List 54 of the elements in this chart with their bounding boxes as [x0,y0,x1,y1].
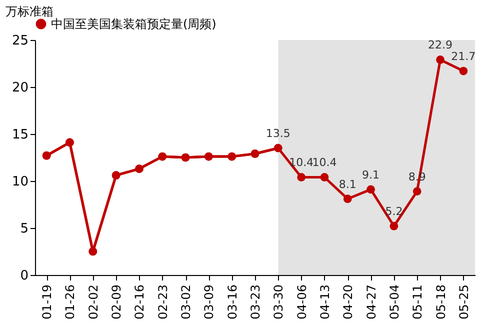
data-label: 10.4 [289,156,314,170]
x-tick-label: 04-27 [364,284,378,320]
data-label: 13.5 [266,127,290,140]
point [204,152,213,161]
x-tick-label: 02-09 [110,284,124,320]
x-tick-label: 05-18 [434,284,448,320]
x-tick-label: 04-06 [294,284,309,320]
point [135,164,144,173]
point [181,153,190,162]
point [88,247,98,256]
y-tick-label: 10 [12,174,28,190]
x-tick-label: 03-16 [225,284,240,320]
data-label: 21.7 [451,50,476,64]
point [228,152,236,161]
y-tick-label: 15 [12,128,28,142]
point [436,56,444,64]
point [42,151,51,160]
x-tick-label: 04-13 [318,284,332,320]
point [274,144,282,152]
x-tick-label: 02-16 [132,284,147,320]
x-tick-label: 02-23 [156,284,170,320]
point [320,173,329,182]
x-tick-label: 03-09 [202,284,216,320]
point [66,138,74,147]
y-tick-label: 5 [20,222,28,236]
point [112,171,120,180]
point [459,66,468,76]
point [297,173,306,182]
point [158,152,167,161]
x-tick-label: 02-02 [86,284,100,320]
y-tick-label: 25 [12,34,28,48]
y-tick-label: 0 [20,268,28,284]
x-tick-label: 04-20 [341,284,356,320]
x-tick-label: 03-23 [248,284,262,320]
point [250,150,260,158]
x-tick-label: 05-11 [410,284,425,320]
legend-label: 中国至美国集装箱预定量(周频) [51,17,216,31]
y-axis-title: 万标准箱 [6,4,54,18]
data-label: 8.1 [338,178,356,191]
x-tick-label: 01-19 [40,284,54,320]
data-label: 5.2 [385,205,403,218]
x-tick-label: 05-25 [456,284,471,320]
point [366,185,375,194]
x-tick-label: 01-26 [63,284,78,320]
point [412,187,422,196]
point [343,194,352,204]
point [390,222,398,230]
data-label: 10.4 [312,156,337,170]
x-tick-label: 05-04 [387,284,402,320]
data-label: 9.1 [362,168,380,182]
y-tick-label: 20 [12,80,28,96]
x-tick-label: 03-02 [179,284,194,320]
x-tick-label: 03-30 [272,284,286,320]
data-label: 22.9 [428,38,453,52]
